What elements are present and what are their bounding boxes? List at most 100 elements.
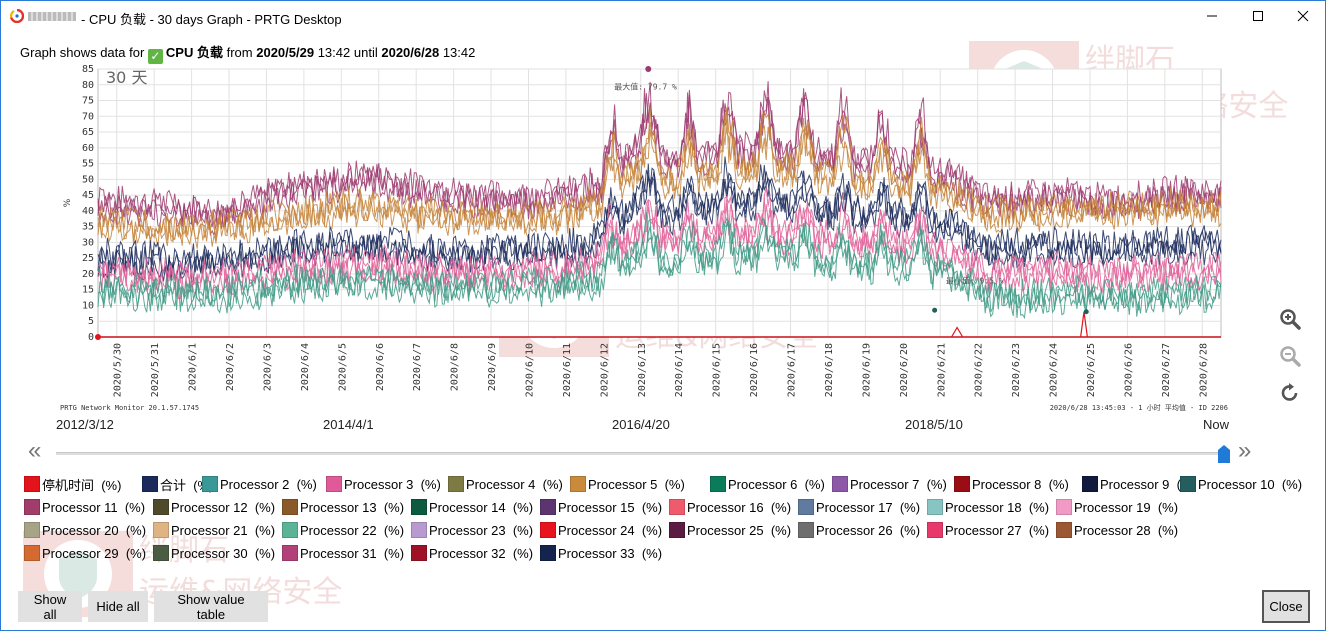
- legend-item[interactable]: Processor 26 (%): [798, 521, 920, 539]
- legend-label[interactable]: Processor 21 (%): [171, 522, 276, 538]
- legend-label[interactable]: Processor 16 (%): [687, 499, 792, 515]
- legend-item[interactable]: Processor 19 (%): [1056, 498, 1178, 516]
- legend-item[interactable]: Processor 12 (%): [153, 498, 275, 516]
- legend-swatch[interactable]: [411, 545, 427, 561]
- legend-item[interactable]: Processor 23 (%): [411, 521, 533, 539]
- legend-label[interactable]: 合计 (%): [160, 477, 214, 493]
- legend-item[interactable]: Processor 10 (%): [1180, 475, 1302, 493]
- series-line[interactable]: [97, 163, 1222, 284]
- series-line[interactable]: [97, 212, 1222, 309]
- legend-swatch[interactable]: [1056, 522, 1072, 538]
- legend-swatch[interactable]: [570, 476, 586, 492]
- minimize-button[interactable]: [1189, 1, 1235, 31]
- legend-label[interactable]: Processor 4 (%): [466, 476, 563, 492]
- legend-swatch[interactable]: [540, 545, 556, 561]
- legend-item[interactable]: Processor 29 (%): [24, 544, 146, 562]
- legend-item[interactable]: Processor 3 (%): [326, 475, 441, 493]
- legend-label[interactable]: Processor 30 (%): [171, 545, 276, 561]
- legend-label[interactable]: Processor 27 (%): [945, 522, 1050, 538]
- show-all-button[interactable]: Show all: [18, 591, 82, 622]
- legend-item[interactable]: Processor 25 (%): [669, 521, 791, 539]
- legend-label[interactable]: Processor 25 (%): [687, 522, 792, 538]
- series-line[interactable]: [97, 195, 1222, 296]
- zoom-out-button[interactable]: [1279, 345, 1301, 367]
- legend-label[interactable]: Processor 17 (%): [816, 499, 921, 515]
- legend-item[interactable]: Processor 27 (%): [927, 521, 1049, 539]
- legend-swatch[interactable]: [540, 522, 556, 538]
- legend-label[interactable]: Processor 20 (%): [42, 522, 147, 538]
- legend-label[interactable]: Processor 29 (%): [42, 545, 147, 561]
- legend-item[interactable]: Processor 4 (%): [448, 475, 563, 493]
- legend-item[interactable]: Processor 18 (%): [927, 498, 1049, 516]
- legend-item[interactable]: 停机时间 (%): [24, 475, 121, 493]
- legend-swatch[interactable]: [326, 476, 342, 492]
- legend-swatch[interactable]: [202, 476, 218, 492]
- legend-item[interactable]: Processor 2 (%): [202, 475, 317, 493]
- legend-item[interactable]: Processor 31 (%): [282, 544, 404, 562]
- legend-label[interactable]: Processor 7 (%): [850, 476, 947, 492]
- cpu-load-chart[interactable]: 0 5 10 15 20 25 30 35 40 45 50 55 60 65 70 75 80 85 2020/5…: [56, 64, 1234, 416]
- legend-swatch[interactable]: [282, 499, 298, 515]
- legend-label[interactable]: Processor 32 (%): [429, 545, 534, 561]
- legend-label[interactable]: Processor 8 (%): [972, 476, 1069, 492]
- legend-swatch[interactable]: [24, 522, 40, 538]
- close-button[interactable]: Close: [1262, 590, 1310, 623]
- series-line[interactable]: [97, 111, 1222, 249]
- legend-swatch[interactable]: [1056, 499, 1072, 515]
- maximize-button[interactable]: [1235, 1, 1281, 31]
- legend-swatch[interactable]: [669, 522, 685, 538]
- legend-swatch[interactable]: [24, 545, 40, 561]
- legend-swatch[interactable]: [669, 499, 685, 515]
- legend-item[interactable]: Processor 22 (%): [282, 521, 404, 539]
- legend-label[interactable]: Processor 12 (%): [171, 499, 276, 515]
- legend-swatch[interactable]: [153, 522, 169, 538]
- legend-label[interactable]: Processor 22 (%): [300, 522, 405, 538]
- zoom-in-button[interactable]: [1279, 308, 1301, 330]
- legend-swatch[interactable]: [927, 522, 943, 538]
- series-line[interactable]: [97, 218, 1222, 320]
- legend-swatch[interactable]: [24, 476, 40, 492]
- legend-label[interactable]: Processor 11 (%): [42, 499, 146, 515]
- close-window-button[interactable]: [1280, 1, 1326, 31]
- legend-swatch[interactable]: [798, 499, 814, 515]
- show-value-table-button[interactable]: Show value table: [154, 591, 268, 622]
- legend-item[interactable]: Processor 5 (%): [570, 475, 685, 493]
- legend-label[interactable]: Processor 24 (%): [558, 522, 663, 538]
- legend-label[interactable]: Processor 18 (%): [945, 499, 1050, 515]
- legend-swatch[interactable]: [282, 545, 298, 561]
- legend-swatch[interactable]: [153, 499, 169, 515]
- legend-swatch[interactable]: [798, 522, 814, 538]
- legend-item[interactable]: Processor 33 (%): [540, 544, 662, 562]
- legend-item[interactable]: Processor 13 (%): [282, 498, 404, 516]
- legend-swatch[interactable]: [1082, 476, 1098, 492]
- legend-swatch[interactable]: [411, 499, 427, 515]
- timeline-slider-handle[interactable]: [1218, 445, 1230, 463]
- legend-label[interactable]: Processor 28 (%): [1074, 522, 1179, 538]
- timeline-back-button[interactable]: «: [28, 437, 42, 464]
- legend-label[interactable]: Processor 5 (%): [588, 476, 685, 492]
- legend-item[interactable]: Processor 28 (%): [1056, 521, 1178, 539]
- legend-label[interactable]: Processor 23 (%): [429, 522, 534, 538]
- legend-label[interactable]: Processor 31 (%): [300, 545, 405, 561]
- legend-label[interactable]: 停机时间 (%): [42, 477, 122, 493]
- legend-label[interactable]: Processor 19 (%): [1074, 499, 1179, 515]
- legend-item[interactable]: 合计 (%): [142, 475, 213, 493]
- legend-item[interactable]: Processor 32 (%): [411, 544, 533, 562]
- legend-swatch[interactable]: [1180, 476, 1196, 492]
- legend-swatch[interactable]: [411, 522, 427, 538]
- timeline-slider-track[interactable]: [56, 452, 1226, 455]
- hide-all-button[interactable]: Hide all: [88, 591, 148, 622]
- legend-swatch[interactable]: [954, 476, 970, 492]
- legend-label[interactable]: Processor 14 (%): [429, 499, 534, 515]
- legend-swatch[interactable]: [927, 499, 943, 515]
- legend-label[interactable]: Processor 2 (%): [220, 476, 317, 492]
- legend-swatch[interactable]: [153, 545, 169, 561]
- legend-label[interactable]: Processor 10 (%): [1198, 476, 1303, 492]
- legend-item[interactable]: Processor 15 (%): [540, 498, 662, 516]
- legend-item[interactable]: Processor 9 (%): [1082, 475, 1197, 493]
- legend-swatch[interactable]: [24, 499, 40, 515]
- legend-item[interactable]: Processor 8 (%): [954, 475, 1069, 493]
- legend-item[interactable]: Processor 21 (%): [153, 521, 275, 539]
- series-line[interactable]: [97, 112, 1222, 244]
- legend-item[interactable]: Processor 14 (%): [411, 498, 533, 516]
